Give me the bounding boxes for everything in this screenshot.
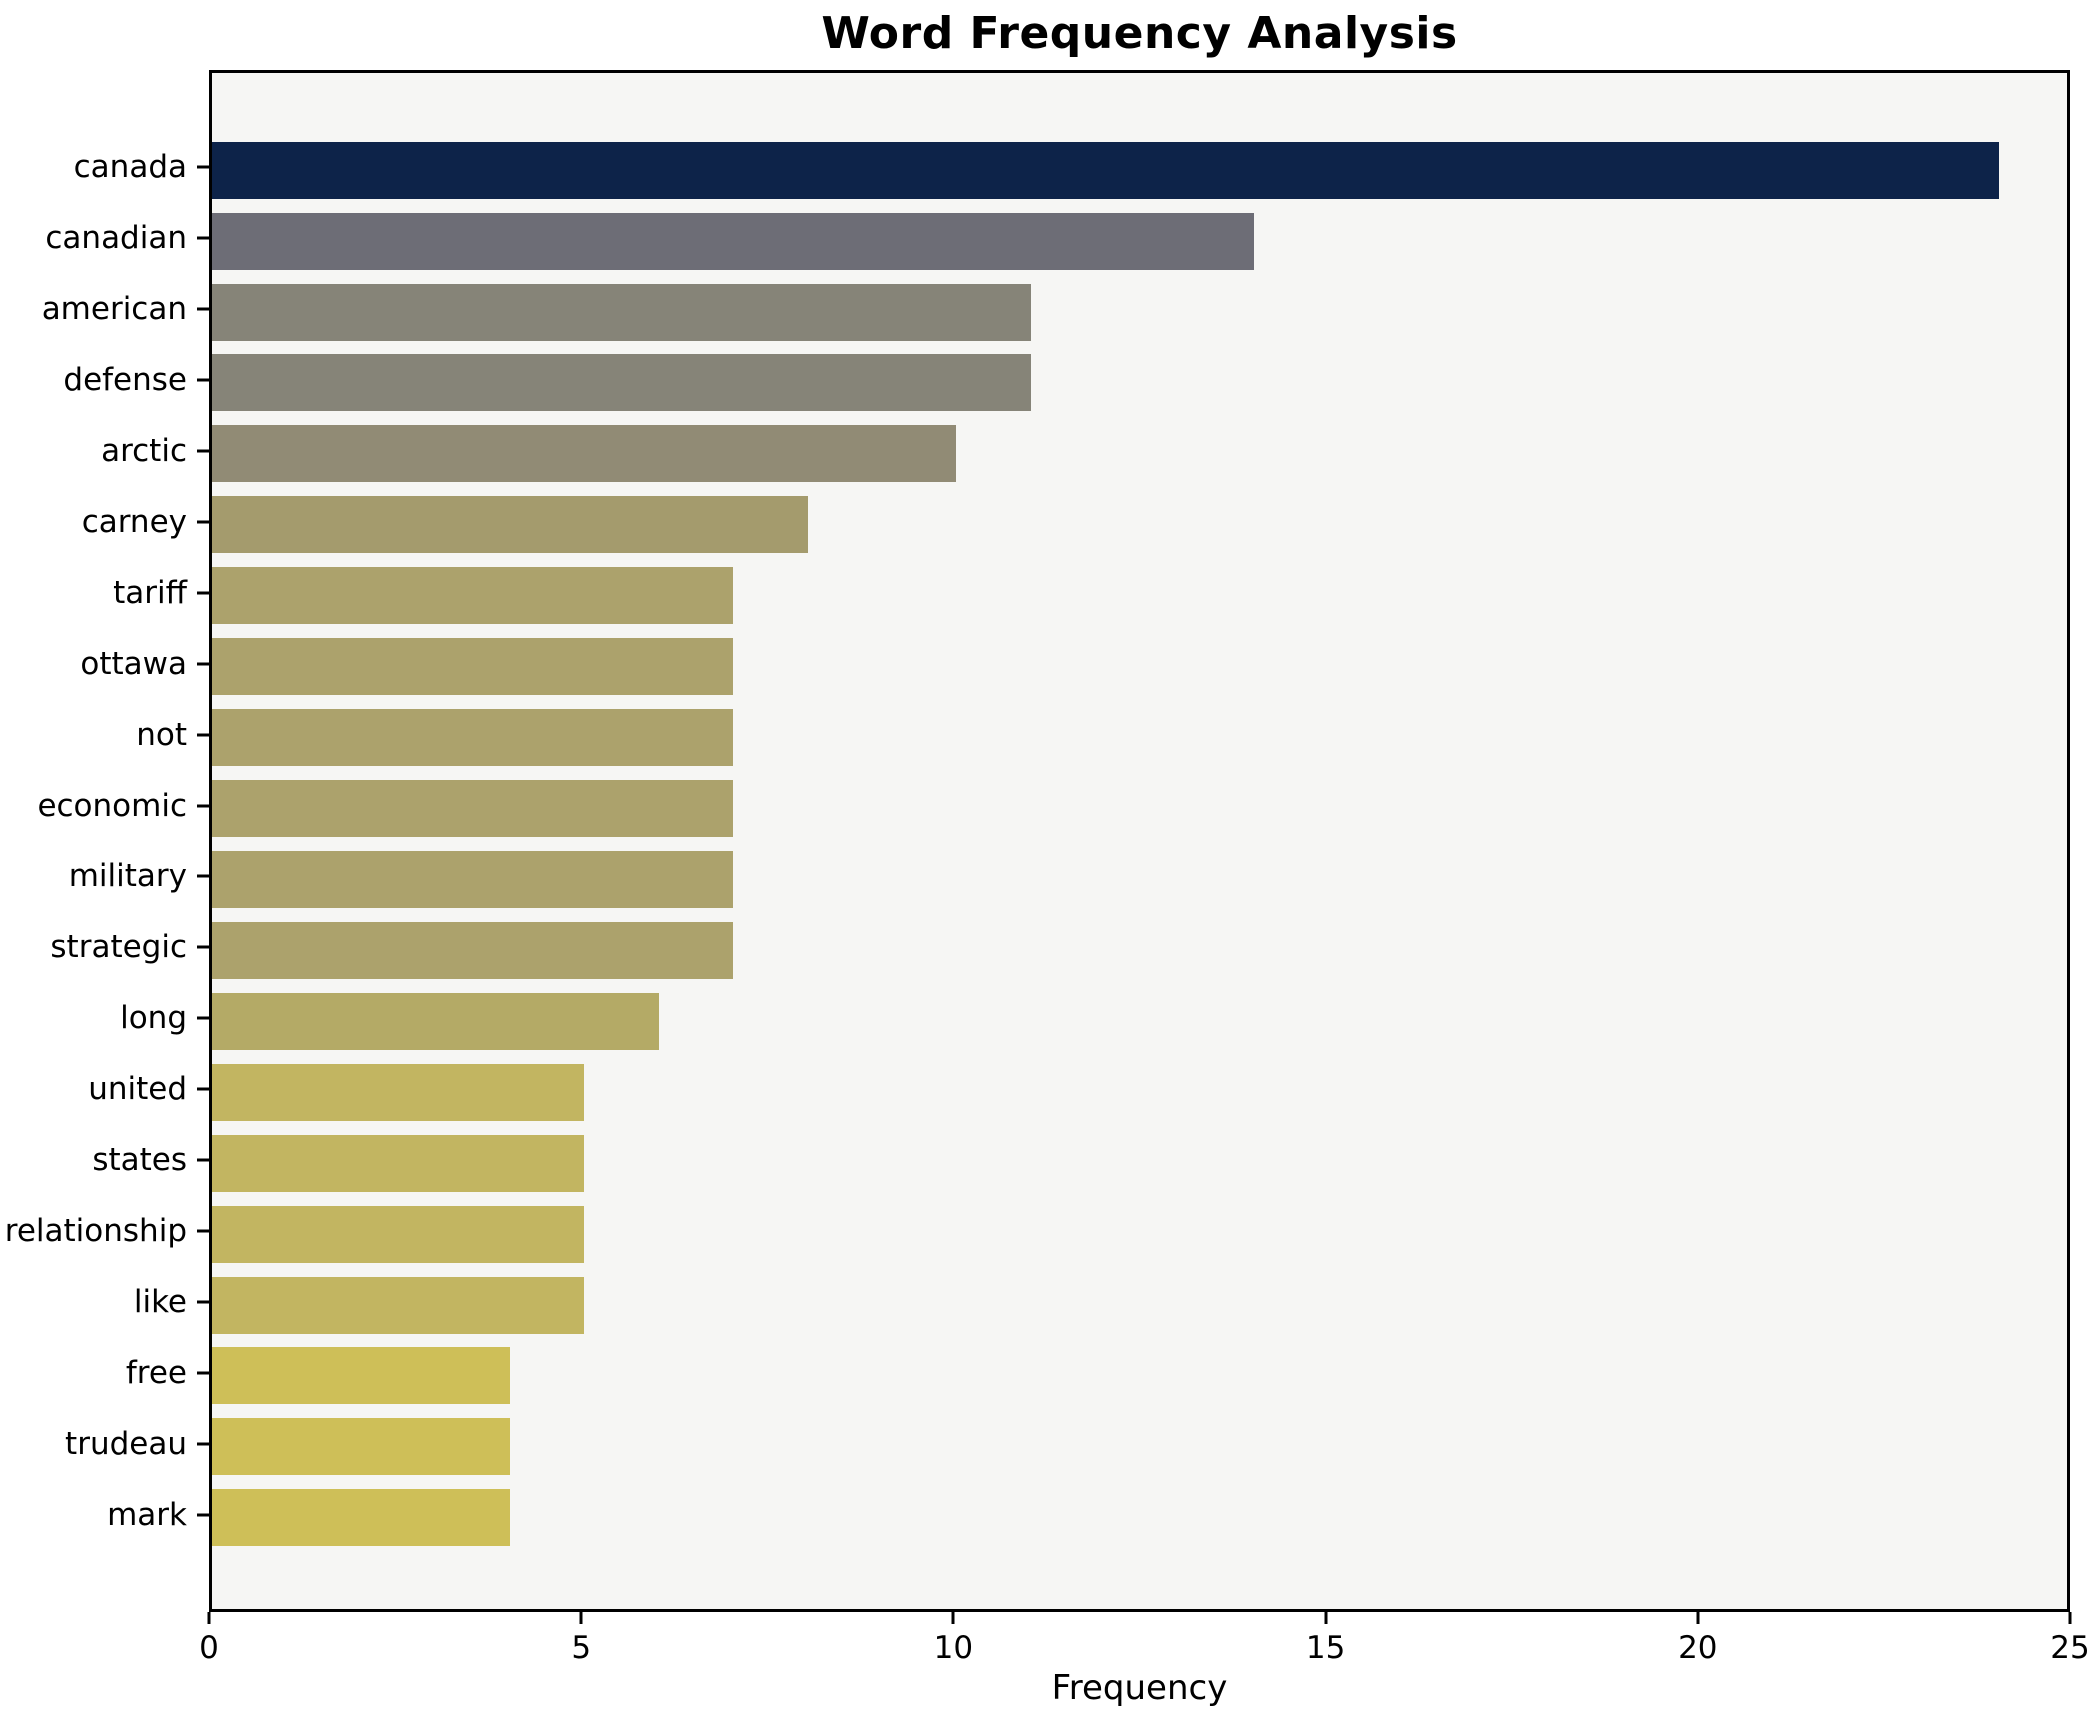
y-tick-label-relationship: relationship bbox=[4, 1213, 187, 1250]
y-tick-label-strategic: strategic bbox=[50, 929, 187, 966]
y-tick-mark bbox=[197, 520, 209, 524]
y-tick-mark bbox=[197, 1513, 209, 1517]
y-tick-label-american: american bbox=[41, 291, 187, 328]
bar-economic bbox=[212, 780, 733, 837]
y-tick-mark bbox=[197, 165, 209, 169]
y-tick-label-united: united bbox=[88, 1071, 187, 1108]
y-tick-mark bbox=[197, 1087, 209, 1091]
y-tick-label-defense: defense bbox=[63, 361, 187, 398]
y-tick-label-canada: canada bbox=[73, 149, 187, 186]
y-tick-label-trudeau: trudeau bbox=[65, 1425, 187, 1462]
y-tick-mark bbox=[197, 591, 209, 595]
x-tick-mark bbox=[1324, 1612, 1328, 1624]
bar-united bbox=[212, 1064, 584, 1121]
x-tick-mark bbox=[951, 1612, 955, 1624]
bar-military bbox=[212, 851, 733, 908]
y-tick-mark bbox=[197, 1371, 209, 1375]
bar-ottawa bbox=[212, 638, 733, 695]
y-tick-mark bbox=[197, 733, 209, 737]
y-tick-mark bbox=[197, 804, 209, 808]
y-tick-label-not: not bbox=[136, 716, 187, 753]
y-tick-label-ottawa: ottawa bbox=[80, 645, 187, 682]
y-tick-mark bbox=[197, 307, 209, 311]
x-tick-label-20: 20 bbox=[1678, 1630, 1718, 1666]
y-tick-mark bbox=[197, 1300, 209, 1304]
y-tick-mark bbox=[197, 1442, 209, 1446]
y-tick-label-canadian: canadian bbox=[45, 220, 187, 257]
y-tick-label-like: like bbox=[133, 1284, 187, 1321]
bar-canada bbox=[212, 142, 1999, 199]
bar-carney bbox=[212, 496, 808, 553]
x-tick-mark bbox=[207, 1612, 211, 1624]
bar-not bbox=[212, 709, 733, 766]
y-tick-mark bbox=[197, 449, 209, 453]
y-tick-mark bbox=[197, 1229, 209, 1233]
y-tick-mark bbox=[197, 1158, 209, 1162]
x-tick-label-10: 10 bbox=[933, 1630, 974, 1666]
bar-tariff bbox=[212, 567, 733, 624]
bar-long bbox=[212, 993, 659, 1050]
x-tick-label-25: 25 bbox=[2050, 1630, 2090, 1666]
y-tick-label-mark: mark bbox=[107, 1496, 187, 1533]
y-tick-mark bbox=[197, 874, 209, 878]
y-tick-mark bbox=[197, 1016, 209, 1020]
bar-defense bbox=[212, 354, 1031, 411]
bar-strategic bbox=[212, 922, 733, 979]
y-tick-label-economic: economic bbox=[37, 787, 187, 824]
bar-states bbox=[212, 1135, 584, 1192]
y-tick-mark bbox=[197, 945, 209, 949]
y-tick-label-states: states bbox=[92, 1142, 187, 1179]
x-tick-mark bbox=[2068, 1612, 2072, 1624]
x-tick-mark bbox=[579, 1612, 583, 1624]
plot-area bbox=[209, 70, 2070, 1612]
bar-relationship bbox=[212, 1206, 584, 1263]
y-tick-label-long: long bbox=[120, 1000, 187, 1037]
y-tick-label-arctic: arctic bbox=[101, 432, 187, 469]
bar-free bbox=[212, 1347, 510, 1404]
y-tick-label-free: free bbox=[125, 1354, 187, 1391]
x-tick-mark bbox=[1696, 1612, 1700, 1624]
bar-american bbox=[212, 284, 1031, 341]
x-tick-label-5: 5 bbox=[571, 1630, 592, 1666]
y-tick-label-tariff: tariff bbox=[113, 574, 187, 611]
y-tick-mark bbox=[197, 662, 209, 666]
bar-like bbox=[212, 1277, 584, 1334]
y-tick-label-military: military bbox=[68, 858, 187, 895]
bar-arctic bbox=[212, 425, 956, 482]
x-axis-label: Frequency bbox=[1051, 1668, 1228, 1708]
bar-mark bbox=[212, 1489, 510, 1546]
chart-title: Word Frequency Analysis bbox=[821, 8, 1458, 59]
x-tick-label-0: 0 bbox=[199, 1630, 219, 1666]
y-tick-mark bbox=[197, 236, 209, 240]
bar-trudeau bbox=[212, 1418, 510, 1475]
y-tick-label-carney: carney bbox=[81, 503, 187, 540]
bar-canadian bbox=[212, 213, 1254, 270]
y-tick-mark bbox=[197, 378, 209, 382]
x-tick-label-15: 15 bbox=[1305, 1630, 1346, 1666]
